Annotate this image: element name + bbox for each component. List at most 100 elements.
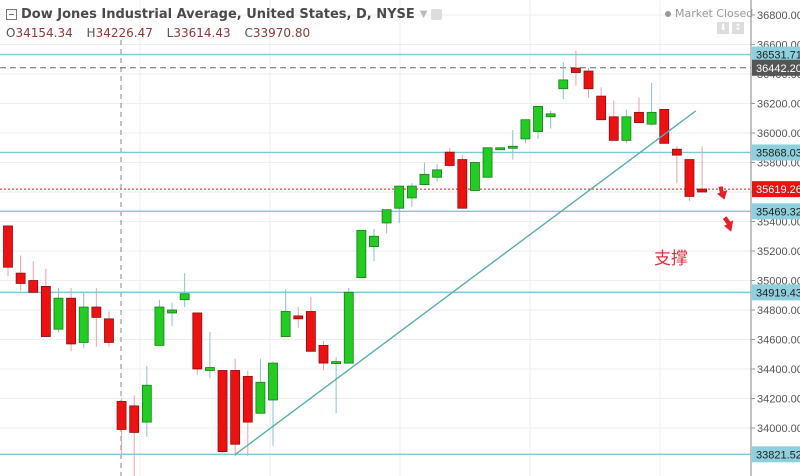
level-price-label: 34919.43	[756, 287, 800, 299]
candle[interactable]	[91, 287, 102, 347]
candle[interactable]	[545, 110, 556, 129]
axis-tick-label: 34200.00	[757, 394, 800, 406]
candle[interactable]	[507, 130, 518, 160]
axis-tick-label: 36000.00	[757, 128, 800, 140]
candle[interactable]	[659, 109, 670, 144]
candle[interactable]	[167, 302, 177, 327]
scale-fit-icon[interactable]: ↕	[732, 22, 744, 34]
candle[interactable]	[558, 62, 569, 100]
candle[interactable]	[444, 147, 455, 167]
candle[interactable]	[331, 357, 342, 414]
candle[interactable]	[470, 162, 480, 191]
candle[interactable]	[394, 185, 405, 223]
candle[interactable]	[583, 68, 594, 98]
candle[interactable]	[192, 312, 203, 375]
level-price-label: 36442.20	[756, 63, 800, 75]
axis-tick-label: 35400.00	[757, 217, 800, 229]
candle[interactable]	[205, 332, 215, 378]
candle[interactable]	[634, 97, 644, 124]
horizontal-levels	[0, 53, 751, 456]
level-price-label: 35619.26	[756, 184, 800, 196]
candle[interactable]	[280, 289, 291, 337]
support-annotation: 支撑	[654, 249, 688, 269]
level-price-label: 35868.03	[756, 147, 800, 159]
candle[interactable]	[356, 229, 367, 278]
candle[interactable]	[369, 228, 379, 262]
candle[interactable]	[646, 82, 657, 126]
ohlc-high: H34226.47	[86, 26, 153, 40]
ohlc-values: O34154.34 H34226.47 L33614.43 C33970.80	[6, 26, 442, 40]
level-price-label: 33821.52	[756, 449, 800, 461]
candle[interactable]	[457, 155, 468, 209]
candle[interactable]	[697, 146, 707, 193]
candle[interactable]	[230, 358, 241, 457]
level-price-label: 35469.32	[756, 206, 800, 218]
candle[interactable]	[116, 398, 127, 458]
axis-tick-label: 35800.00	[757, 158, 800, 170]
candle[interactable]	[608, 100, 619, 141]
candle[interactable]	[15, 255, 26, 291]
axis-tick-label: 36800.00	[757, 10, 800, 22]
candles[interactable]	[3, 50, 707, 476]
candle[interactable]	[28, 261, 39, 293]
arrow-down-icon	[722, 216, 734, 232]
level-price-label: 36531.71	[756, 50, 800, 62]
status-dot-icon	[665, 10, 671, 17]
candle[interactable]	[495, 147, 506, 151]
candle[interactable]	[242, 370, 253, 457]
candle[interactable]	[596, 87, 607, 121]
collapse-icon[interactable]	[6, 8, 17, 20]
candle[interactable]	[268, 361, 278, 446]
candle[interactable]	[520, 119, 531, 144]
candle[interactable]	[217, 370, 228, 454]
axis-tick-label: 34600.00	[757, 335, 800, 347]
candle[interactable]	[293, 307, 304, 328]
candle[interactable]	[318, 340, 329, 371]
candle[interactable]	[66, 287, 76, 352]
candle[interactable]	[406, 183, 417, 207]
candle[interactable]	[255, 358, 266, 414]
chart-legend: Dow Jones Industrial Average, United Sta…	[6, 6, 443, 40]
candle[interactable]	[671, 146, 682, 184]
candle[interactable]	[141, 366, 152, 437]
candle[interactable]	[621, 109, 632, 144]
candle[interactable]	[3, 225, 13, 277]
candle[interactable]	[482, 147, 493, 178]
trendline[interactable]	[234, 110, 697, 456]
axis-tick-label: 34400.00	[757, 364, 800, 376]
axis-tick-label: 35200.00	[757, 246, 800, 258]
settings-icon[interactable]	[431, 8, 443, 20]
candle[interactable]	[432, 163, 442, 182]
axis-tick-label: 34800.00	[757, 305, 800, 317]
candle[interactable]	[533, 106, 543, 139]
candle[interactable]	[571, 50, 581, 86]
candle[interactable]	[419, 162, 430, 186]
candle[interactable]	[40, 268, 51, 337]
ohlc-close: C33970.80	[244, 26, 311, 40]
candle[interactable]	[305, 296, 316, 352]
candle[interactable]	[381, 209, 392, 234]
candle[interactable]	[104, 311, 114, 347]
candle[interactable]	[78, 292, 89, 349]
grid-lines	[0, 0, 751, 476]
arrow-up-icon	[716, 186, 728, 200]
candle[interactable]	[53, 287, 64, 333]
symbol-title: Dow Jones Industrial Average, United Sta…	[21, 6, 415, 22]
candle[interactable]	[129, 395, 140, 476]
candle[interactable]	[684, 159, 695, 201]
axis-tick-label: 36200.00	[757, 99, 800, 111]
candle[interactable]	[154, 299, 165, 346]
candle[interactable]	[179, 273, 190, 308]
market-status-text: Market Closed	[675, 7, 754, 20]
support-arrows	[716, 186, 734, 232]
chevron-down-icon[interactable]: ▼	[419, 8, 428, 20]
candle[interactable]	[343, 287, 354, 364]
axis-tick-label: 34000.00	[757, 423, 800, 435]
market-status: Market Closed	[665, 7, 753, 20]
ohlc-open: O34154.34	[6, 26, 73, 40]
ohlc-low: L33614.43	[166, 26, 231, 40]
scale-down-icon[interactable]: ⬇	[717, 22, 729, 34]
scale-buttons: ⬇ ↕	[717, 22, 744, 34]
